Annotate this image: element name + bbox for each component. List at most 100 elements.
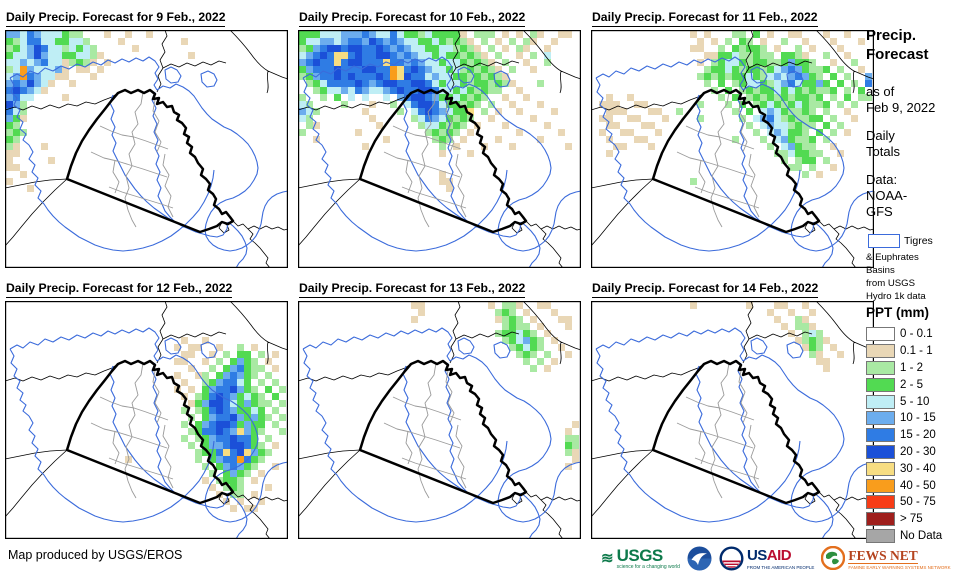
usaid-logo-text-us: US: [746, 546, 767, 564]
as-of-date: Feb 9, 2022: [866, 100, 936, 115]
legend-row: > 75: [866, 511, 942, 528]
legend-swatch: [866, 360, 895, 375]
basin-legend: Tigres & Euphrates Basins from USGS Hydr…: [866, 232, 933, 303]
legend-row: 0.1 - 1: [866, 343, 942, 360]
totals-line: Totals: [866, 144, 900, 159]
legend-label: 40 - 50: [900, 479, 936, 492]
credit-text: Map produced by USGS/EROS: [8, 548, 183, 562]
precip-cells: [690, 302, 844, 372]
usaid-logo: USAID FROM THE AMERICAN PEOPLE: [719, 546, 814, 571]
forecast-map-feb12: [5, 301, 288, 539]
panel-title: Daily Precip. Forecast for 14 Feb., 2022: [592, 281, 819, 298]
fews-net-logo: FEWS NET FAMINE EARLY WARNING SYSTEMS NE…: [821, 546, 951, 570]
usgs-logo: ≋ USGS science for a changing world: [601, 546, 680, 570]
data-source-block: Data: NOAA- GFS: [866, 172, 907, 220]
forecast-map-feb14: [591, 301, 874, 539]
legend-label: 50 - 75: [900, 496, 936, 509]
legend-label: 1 - 2: [900, 361, 924, 374]
panel-feb13: Daily Precip. Forecast for 13 Feb., 2022: [298, 279, 581, 539]
usaid-logo-text-aid: AID: [766, 546, 792, 564]
panel-feb12: Daily Precip. Forecast for 12 Feb., 2022: [5, 279, 288, 539]
forecast-map-feb13: [298, 301, 581, 539]
forecast-map-feb9: [5, 30, 288, 268]
panel-title: Daily Precip. Forecast for 9 Feb., 2022: [6, 10, 226, 27]
forecast-map-feb10: [298, 30, 581, 268]
sidebar: Precip. Forecast as of Feb 9, 2022 Daily…: [862, 0, 964, 576]
panel-title: Daily Precip. Forecast for 13 Feb., 2022: [299, 281, 526, 298]
precip-cells: [599, 31, 872, 185]
legend-label: No Data: [900, 529, 943, 542]
legend-row: No Data: [866, 528, 942, 545]
legend-label: 30 - 40: [900, 462, 936, 475]
panel-title: Daily Precip. Forecast for 12 Feb., 2022: [6, 281, 233, 298]
usaid-tagline: FROM THE AMERICAN PEOPLE: [746, 564, 815, 570]
basin-note-line: Hydro 1k data: [866, 291, 926, 302]
legend-label: 15 - 20: [900, 429, 936, 442]
legend-label: 20 - 30: [900, 445, 936, 458]
panel-feb11: Daily Precip. Forecast for 11 Feb., 2022: [591, 8, 874, 268]
legend-swatch: [866, 528, 895, 543]
usgs-logo-text: USGS: [616, 546, 664, 565]
legend-row: 0 - 0.1: [866, 326, 942, 343]
legend-swatch: [866, 344, 895, 359]
panel-feb10: Daily Precip. Forecast for 10 Feb., 2022: [298, 8, 581, 268]
fews-globe-icon: [821, 546, 846, 570]
basin-note-line: from USGS: [866, 278, 916, 289]
legend-label: 2 - 5: [900, 378, 924, 391]
ppt-legend: 0 - 0.1 0.1 - 1 1 - 2 2 - 5 5 - 10 10 - 15 15 …: [866, 326, 942, 544]
legend-swatch: [866, 478, 895, 493]
precip-cells: [125, 337, 286, 512]
basin-note-line: & Euphrates: [866, 252, 919, 263]
fews-tagline: FAMINE EARLY WARNING SYSTEMS NETWORK: [848, 564, 951, 570]
legend-swatch: [866, 411, 895, 426]
totals-block: Daily Totals: [866, 128, 900, 160]
legend-row: 2 - 5: [866, 376, 942, 393]
noaa-logo: [687, 546, 712, 571]
usaid-emblem-icon: [719, 546, 744, 570]
legend-row: 1 - 2: [866, 360, 942, 377]
legend-label: 5 - 10: [900, 395, 930, 408]
precip-cells: [299, 31, 572, 192]
ppt-legend-title: PPT (mm): [866, 305, 930, 320]
legend-swatch: [866, 512, 895, 527]
panel-feb9: Daily Precip. Forecast for 9 Feb., 2022: [5, 8, 288, 268]
legend-swatch: [866, 444, 895, 459]
legend-row: 10 - 15: [866, 410, 942, 427]
panel-title: Daily Precip. Forecast for 11 Feb., 2022: [592, 10, 818, 27]
as-of-block: as of Feb 9, 2022: [866, 84, 935, 116]
footer-logos: ≋ USGS science for a changing world USAI…: [601, 543, 951, 573]
data-source-line: NOAA-: [866, 188, 908, 203]
forecast-map-feb11: [591, 30, 874, 268]
legend-label: 10 - 15: [900, 412, 936, 425]
fews-logo-text: FEWS NET: [848, 547, 918, 564]
basin-label: Tigres: [904, 235, 933, 247]
legend-swatch: [866, 394, 895, 409]
panel-title: Daily Precip. Forecast for 10 Feb., 2022: [299, 10, 526, 27]
totals-line: Daily: [866, 128, 895, 143]
legend-row: 5 - 10: [866, 393, 942, 410]
noaa-emblem-icon: [687, 546, 712, 570]
usgs-wave-icon: ≋: [601, 550, 614, 567]
legend-row: 30 - 40: [866, 460, 942, 477]
legend-label: > 75: [900, 513, 923, 526]
panel-feb14: Daily Precip. Forecast for 14 Feb., 2022: [591, 279, 874, 539]
as-of-label: as of: [866, 84, 895, 99]
legend-row: 40 - 50: [866, 477, 942, 494]
legend-row: 15 - 20: [866, 427, 942, 444]
data-source-line: Data:: [866, 172, 898, 187]
basin-swatch: [868, 233, 900, 248]
data-source-line: GFS: [866, 204, 893, 219]
legend-swatch: [866, 495, 895, 510]
legend-row: 50 - 75: [866, 494, 942, 511]
usgs-tagline: science for a changing world: [616, 564, 680, 570]
legend-swatch: [866, 428, 895, 443]
basin-note-line: Basins: [866, 265, 895, 276]
sidebar-title: Precip. Forecast: [866, 27, 929, 63]
legend-swatch: [866, 461, 895, 476]
legend-label: 0 - 0.1: [900, 328, 933, 341]
legend-row: 20 - 30: [866, 444, 942, 461]
legend-label: 0.1 - 1: [900, 345, 933, 358]
legend-swatch: [866, 377, 895, 392]
legend-swatch: [866, 327, 895, 342]
precip-cells: [6, 31, 195, 192]
